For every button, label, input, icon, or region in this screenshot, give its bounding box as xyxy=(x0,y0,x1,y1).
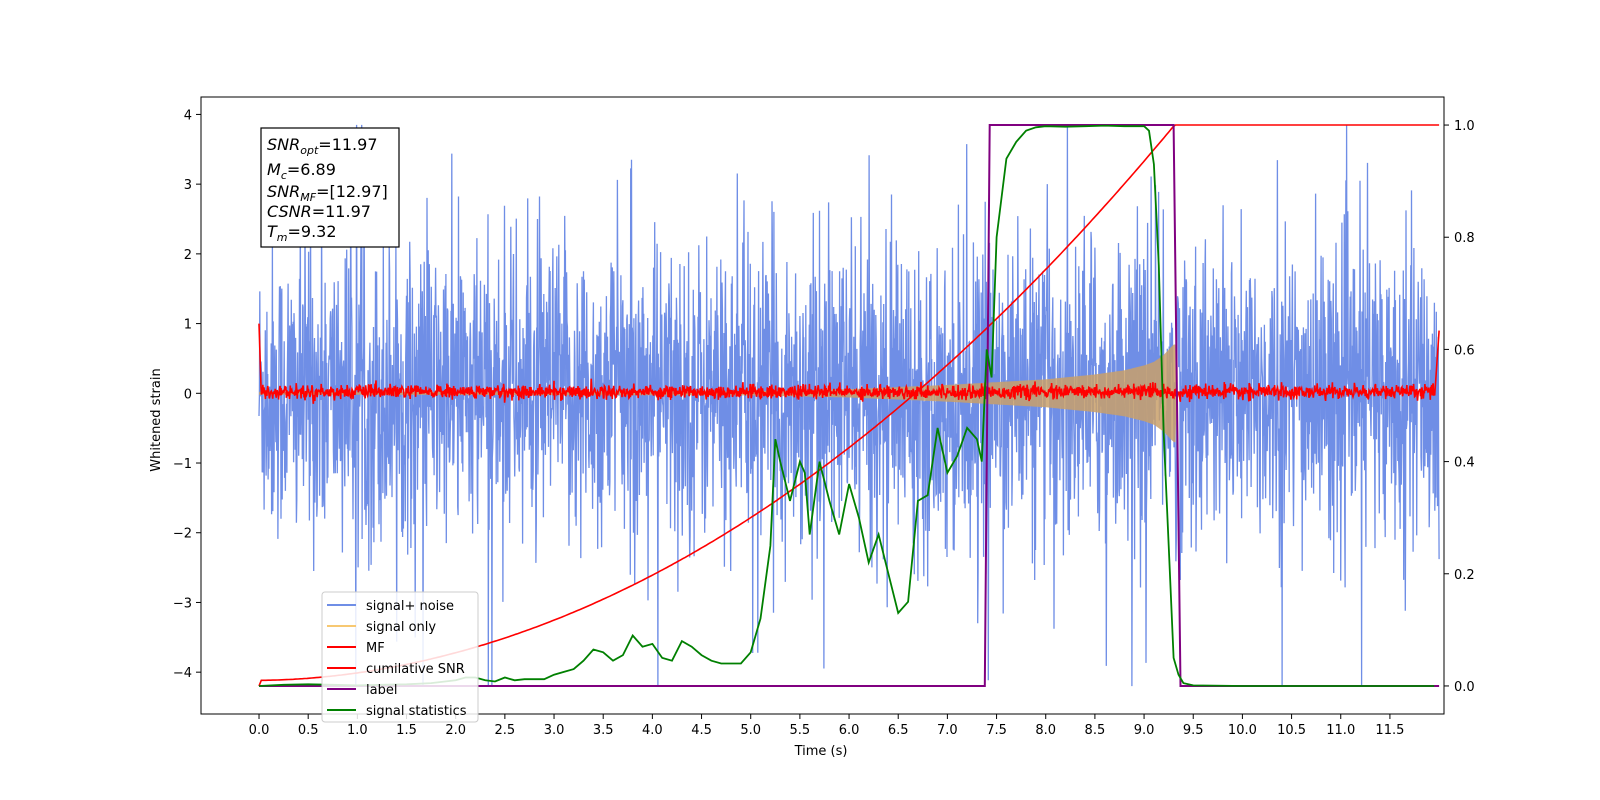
x-tick-label: 11.5 xyxy=(1375,723,1404,738)
y-axis-right: 1.0 0.8 0.6 0.4 0.2 0.0 xyxy=(1444,119,1475,695)
annotation-mc-value: =6.89 xyxy=(287,160,336,179)
x-tick-label: 4.5 xyxy=(691,723,712,738)
x-tick-label: 3.0 xyxy=(544,723,565,738)
y-right-tick-label: 0.6 xyxy=(1454,343,1475,358)
y-left-tick-label: −2 xyxy=(173,527,192,542)
y-right-tick-label: 1.0 xyxy=(1454,119,1475,134)
signal-plus-noise-series xyxy=(258,124,1440,687)
legend-entry: label xyxy=(366,683,397,698)
x-tick-label: 5.5 xyxy=(790,723,811,738)
x-tick-label: 1.0 xyxy=(347,723,368,738)
x-tick-label: 2.5 xyxy=(495,723,516,738)
annotation-mc: Mc=6.89 xyxy=(267,160,336,182)
x-tick-label: 6.5 xyxy=(888,723,909,738)
y-right-tick-label: 0.2 xyxy=(1454,568,1475,583)
y-right-tick-label: 0.0 xyxy=(1454,680,1475,695)
mf-series xyxy=(258,323,1440,404)
x-tick-label: 7.0 xyxy=(937,723,958,738)
x-tick-label: 8.5 xyxy=(1085,723,1106,738)
plot-frame xyxy=(200,96,1445,715)
legend-entry: signal only xyxy=(366,620,436,635)
y-axis-label: Whitened strain xyxy=(149,368,164,471)
annotation-tm-value: =9.32 xyxy=(288,222,337,241)
y-right-tick-label: 0.8 xyxy=(1454,231,1475,246)
y-left-tick-label: −1 xyxy=(173,457,192,472)
y-left-tick-label: 4 xyxy=(184,108,192,123)
x-tick-label: 10.5 xyxy=(1277,723,1306,738)
y-left-tick-label: −3 xyxy=(173,596,192,611)
annotation-csnr: CSNR=11.97 xyxy=(267,202,371,221)
annotation-csnr-value: =11.97 xyxy=(312,202,371,221)
x-tick-label: 8.0 xyxy=(1035,723,1056,738)
annotation-snr-opt-value: =11.97 xyxy=(318,135,377,154)
x-tick-label: 10.0 xyxy=(1228,723,1257,738)
x-axis-label: Time (s) xyxy=(794,744,848,759)
signal-statistics-line xyxy=(258,124,1435,687)
annotation-snr-opt: SNRopt=11.97 xyxy=(267,135,378,157)
x-tick-label: 2.0 xyxy=(445,723,466,738)
x-tick-label: 0.5 xyxy=(298,723,319,738)
y-left-tick-label: 2 xyxy=(184,248,192,263)
x-tick-label: 6.0 xyxy=(839,723,860,738)
y-right-tick-label: 0.4 xyxy=(1454,456,1475,471)
x-tick-label: 11.0 xyxy=(1326,723,1355,738)
x-tick-label: 1.5 xyxy=(396,723,417,738)
legend: signal+ noise signal only MF cumilative SNR… xyxy=(321,591,479,723)
y-left-tick-label: 0 xyxy=(184,387,192,402)
x-tick-label: 3.5 xyxy=(593,723,614,738)
y-left-tick-label: 1 xyxy=(184,318,192,333)
y-left-tick-label: −4 xyxy=(173,666,192,681)
x-tick-label: 0.0 xyxy=(249,723,270,738)
legend-entry: cumilative SNR xyxy=(366,662,465,677)
legend-entry: signal statistics xyxy=(366,704,467,719)
y-left-tick-label: 3 xyxy=(184,178,192,193)
x-tick-label: 9.5 xyxy=(1183,723,1204,738)
legend-entry: MF xyxy=(366,641,385,656)
annotation-snr-mf-value: =[12.97] xyxy=(316,182,388,201)
x-tick-label: 4.0 xyxy=(642,723,663,738)
legend-entry: signal+ noise xyxy=(366,599,454,614)
x-tick-label: 9.0 xyxy=(1134,723,1155,738)
annotation-snr-mf: SNRMF=[12.97] xyxy=(267,182,388,204)
annotation-box: SNRopt=11.97 Mc=6.89 SNRMF=[12.97] CSNR=… xyxy=(260,127,400,248)
x-tick-label: 7.5 xyxy=(986,723,1007,738)
annotation-tm: Tm=9.32 xyxy=(267,222,337,244)
signal-statistics-series xyxy=(258,124,1435,687)
y-axis-left: 4 3 2 1 0 −1 −2 −3 −4 xyxy=(173,108,201,681)
signal-plus-noise-line xyxy=(258,124,1440,687)
x-tick-label: 5.0 xyxy=(740,723,761,738)
mf-line xyxy=(258,323,1440,404)
x-axis: 0.0 0.5 1.0 1.5 2.0 2.5 3.0 3.5 4.0 4.5 5.0 5.5 6.0 6… xyxy=(249,714,1404,738)
